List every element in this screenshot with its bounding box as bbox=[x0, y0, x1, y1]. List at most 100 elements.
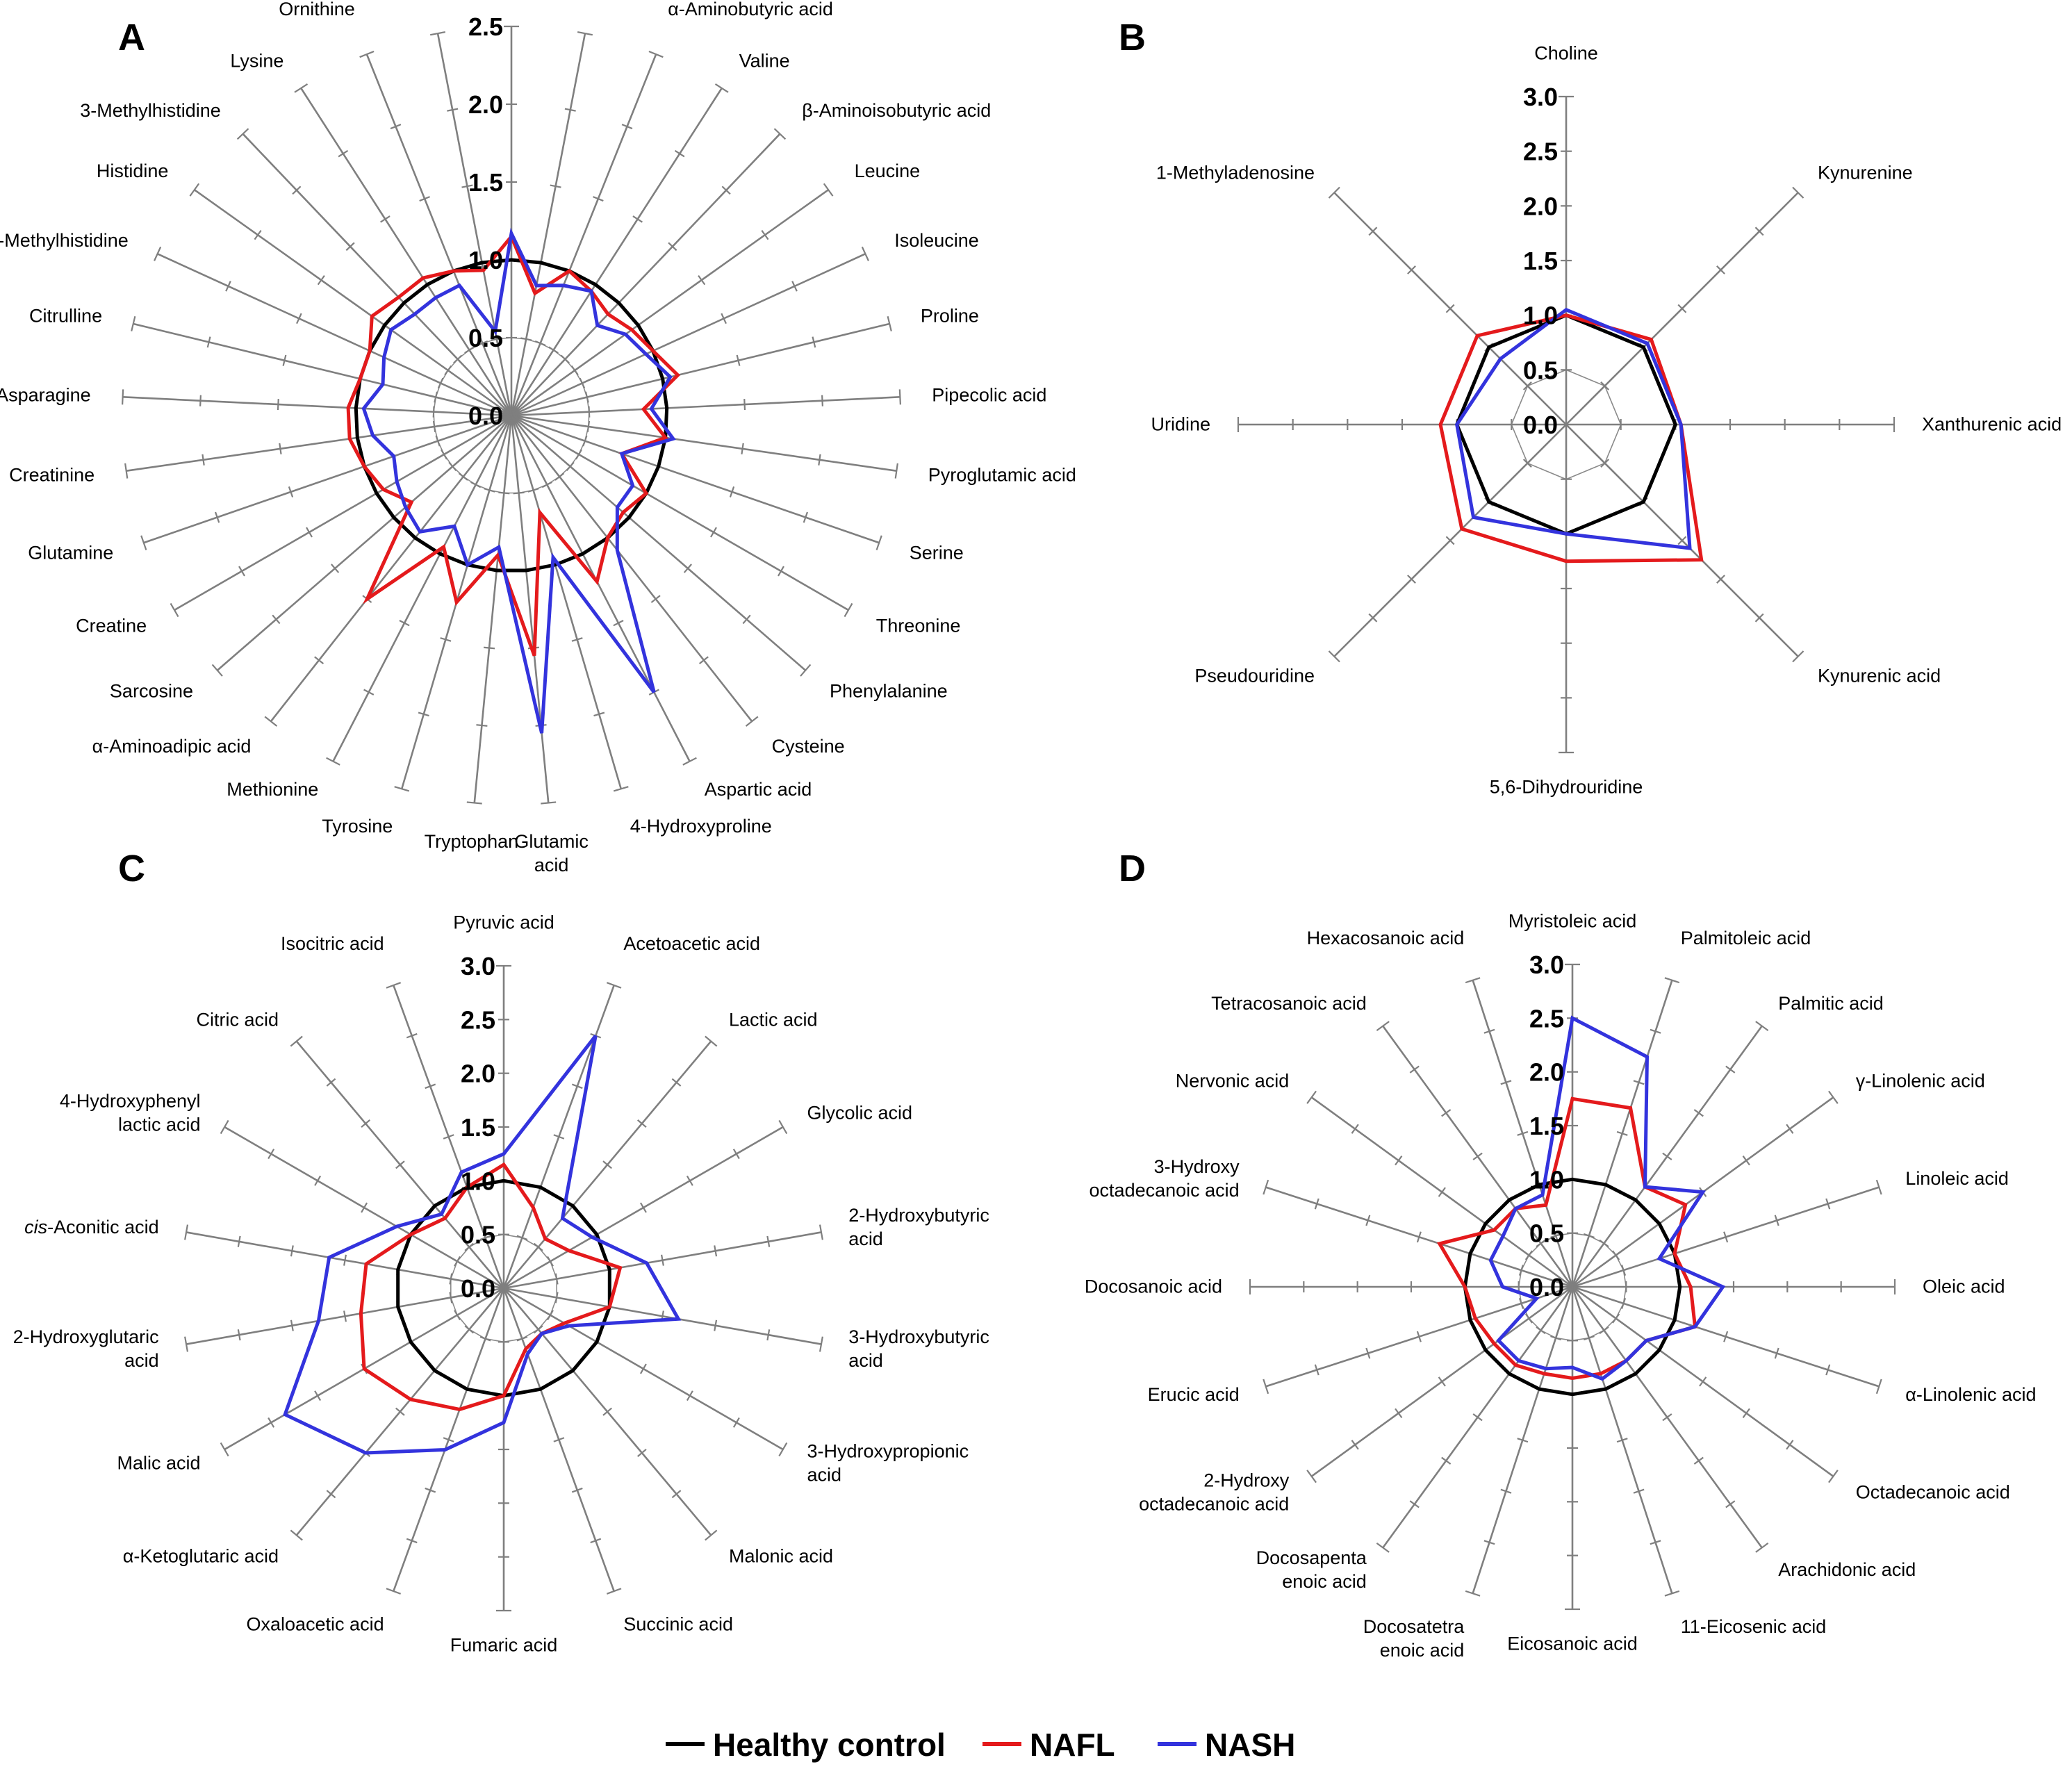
axis-label: Docosanoic acid bbox=[1085, 1276, 1222, 1297]
axis-tick bbox=[534, 340, 546, 347]
axis-label: Glutamic acid bbox=[514, 831, 589, 875]
axis-label: 3-Hydroxy octadecanoic acid bbox=[1090, 1156, 1240, 1201]
axis-tick bbox=[821, 395, 823, 406]
axis-tick bbox=[1677, 536, 1687, 545]
axis-tick bbox=[714, 1245, 718, 1257]
axis-spoke bbox=[242, 133, 512, 416]
axis-tick bbox=[571, 637, 583, 642]
axis-tick bbox=[254, 229, 262, 240]
axis-tick bbox=[1441, 1109, 1452, 1117]
axis-tick bbox=[533, 1242, 543, 1251]
axis-tick bbox=[1725, 1065, 1736, 1074]
axis-tick bbox=[1368, 613, 1378, 623]
radial-tick-label: 0.0 bbox=[1523, 411, 1558, 439]
axis-tick bbox=[844, 602, 853, 618]
axis-tick bbox=[202, 454, 205, 466]
axis-label: Serine bbox=[910, 543, 964, 564]
axis-tick bbox=[1306, 1470, 1317, 1483]
axis-tick bbox=[1742, 1408, 1750, 1418]
axis-tick bbox=[418, 712, 429, 717]
axis-tick bbox=[668, 242, 677, 252]
series-healthy bbox=[354, 258, 669, 573]
axis-tick bbox=[448, 461, 457, 472]
axis-tick bbox=[761, 229, 769, 240]
axis-tick bbox=[560, 354, 570, 364]
axis-spoke bbox=[126, 414, 512, 472]
axis-tick bbox=[1825, 1198, 1831, 1210]
axis-tick bbox=[406, 1033, 418, 1039]
axis-tick bbox=[483, 646, 495, 650]
axis-tick bbox=[894, 463, 898, 479]
axis-tick bbox=[766, 1235, 771, 1247]
axis-tick bbox=[621, 124, 633, 130]
axis-tick bbox=[686, 1175, 693, 1186]
axis-label: Acetoacetic acid bbox=[623, 933, 760, 954]
axis-tick bbox=[1662, 1152, 1672, 1160]
axis-tick bbox=[613, 620, 624, 627]
axis-tick bbox=[220, 1442, 229, 1457]
axis-spoke bbox=[510, 415, 691, 762]
axis-tick bbox=[124, 463, 129, 479]
axis-tick bbox=[277, 398, 279, 411]
axis-tick bbox=[1611, 1313, 1620, 1324]
axis-tick bbox=[1611, 1250, 1620, 1260]
axis-tick bbox=[1438, 1376, 1446, 1387]
axis-tick bbox=[237, 1235, 241, 1247]
axis-tick bbox=[443, 1134, 454, 1140]
axis-tick bbox=[1395, 1408, 1403, 1418]
axis-spoke bbox=[511, 253, 866, 417]
axis-tick bbox=[553, 1134, 565, 1140]
axis-tick bbox=[1263, 1379, 1269, 1395]
axis-tick bbox=[290, 1245, 294, 1257]
axis-tick bbox=[745, 716, 759, 727]
axis-tick bbox=[1465, 977, 1481, 984]
axis-tick bbox=[343, 1310, 347, 1322]
axis-tick bbox=[778, 1119, 788, 1135]
axis-tick bbox=[803, 511, 809, 523]
axis-tick bbox=[1599, 1326, 1609, 1335]
axis-tick bbox=[602, 1407, 612, 1416]
axis-tick bbox=[1599, 1239, 1609, 1248]
axis-tick bbox=[268, 1417, 275, 1428]
axis-tick bbox=[547, 1256, 554, 1267]
axis-tick bbox=[395, 1160, 405, 1169]
axis-label: β-Aminoisobutyric acid bbox=[802, 100, 991, 121]
radial-tick-label: 2.0 bbox=[468, 90, 503, 119]
axis-tick bbox=[1693, 1456, 1704, 1465]
axis-label: Eicosanoic acid bbox=[1507, 1634, 1638, 1654]
axis-tick bbox=[1445, 304, 1455, 313]
axis-tick bbox=[683, 564, 693, 573]
axis-tick bbox=[131, 316, 136, 331]
axis-tick bbox=[548, 346, 559, 354]
axis-tick bbox=[361, 1119, 370, 1128]
axis-tick bbox=[444, 365, 452, 376]
axis-tick bbox=[1828, 1090, 1839, 1104]
axis-tick bbox=[632, 215, 643, 223]
axis-tick bbox=[479, 1235, 491, 1241]
axis-label: γ-Linolenic acid bbox=[1856, 1070, 1985, 1091]
axis-label: 2-Hydroxybutyric acid bbox=[848, 1205, 989, 1249]
axis-tick bbox=[338, 149, 349, 158]
axis-tick bbox=[237, 1329, 241, 1341]
axis-tick bbox=[464, 346, 475, 354]
axis-spoke bbox=[332, 415, 513, 762]
axis-tick bbox=[698, 656, 709, 664]
axis-tick bbox=[541, 481, 552, 488]
axis-tick bbox=[887, 316, 892, 331]
axis-tick bbox=[1774, 1347, 1779, 1359]
radial-tick-label: 1.0 bbox=[468, 246, 503, 274]
axis-tick bbox=[326, 1490, 336, 1499]
axis-tick bbox=[464, 1242, 475, 1251]
axis-tick bbox=[1522, 459, 1532, 468]
axis-label: α-Ketoglutaric acid bbox=[123, 1546, 279, 1567]
axis-spoke bbox=[511, 414, 849, 611]
axis-tick bbox=[1550, 1335, 1562, 1341]
axis-tick bbox=[575, 449, 582, 460]
axis-tick bbox=[1742, 1156, 1750, 1166]
axis-tick bbox=[206, 336, 211, 348]
axis-label: 1-Methyladenosine bbox=[1156, 163, 1315, 183]
axis-label: Pseudouridine bbox=[1194, 666, 1315, 686]
axis-tick bbox=[386, 1588, 402, 1595]
axis-label: Glutamine bbox=[28, 543, 113, 564]
radial-tick-label: 1.5 bbox=[1529, 1112, 1564, 1140]
